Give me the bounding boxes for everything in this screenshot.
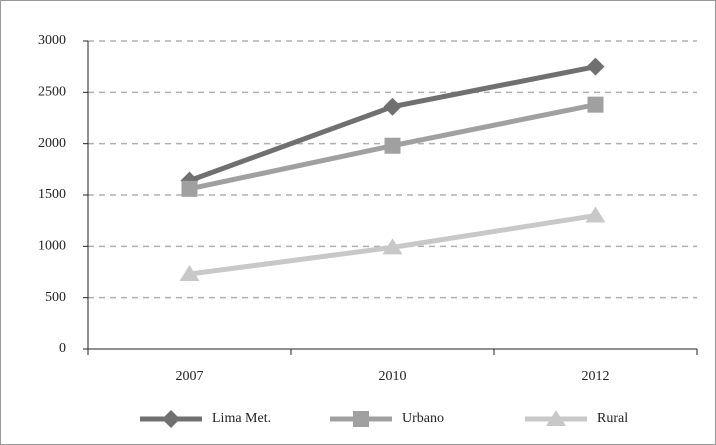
data-point	[585, 206, 606, 223]
data-point	[179, 265, 200, 282]
legend-marker	[546, 410, 566, 426]
data-point	[587, 96, 604, 113]
legend-marker	[162, 410, 180, 428]
x-tick-label: 2012	[582, 369, 610, 384]
data-point	[383, 97, 402, 116]
data-point	[586, 57, 605, 76]
y-tick-label: 2000	[38, 136, 66, 151]
data-point	[382, 238, 403, 255]
data-point	[181, 180, 198, 197]
legend-label: Lima Met.	[212, 411, 271, 426]
y-tick-label: 2500	[38, 85, 66, 100]
y-tick-label: 3000	[38, 33, 66, 48]
legend-label: Urbano	[402, 411, 444, 426]
legend-marker	[353, 411, 369, 427]
data-point	[384, 137, 401, 154]
x-tick-label: 2010	[379, 369, 407, 384]
y-tick-label: 500	[45, 290, 66, 305]
x-tick-label: 2007	[176, 369, 204, 384]
legend-label: Rural	[597, 411, 628, 426]
y-tick-label: 1000	[38, 239, 66, 254]
y-tick-label: 1500	[38, 187, 66, 202]
y-tick-label: 0	[59, 341, 66, 356]
